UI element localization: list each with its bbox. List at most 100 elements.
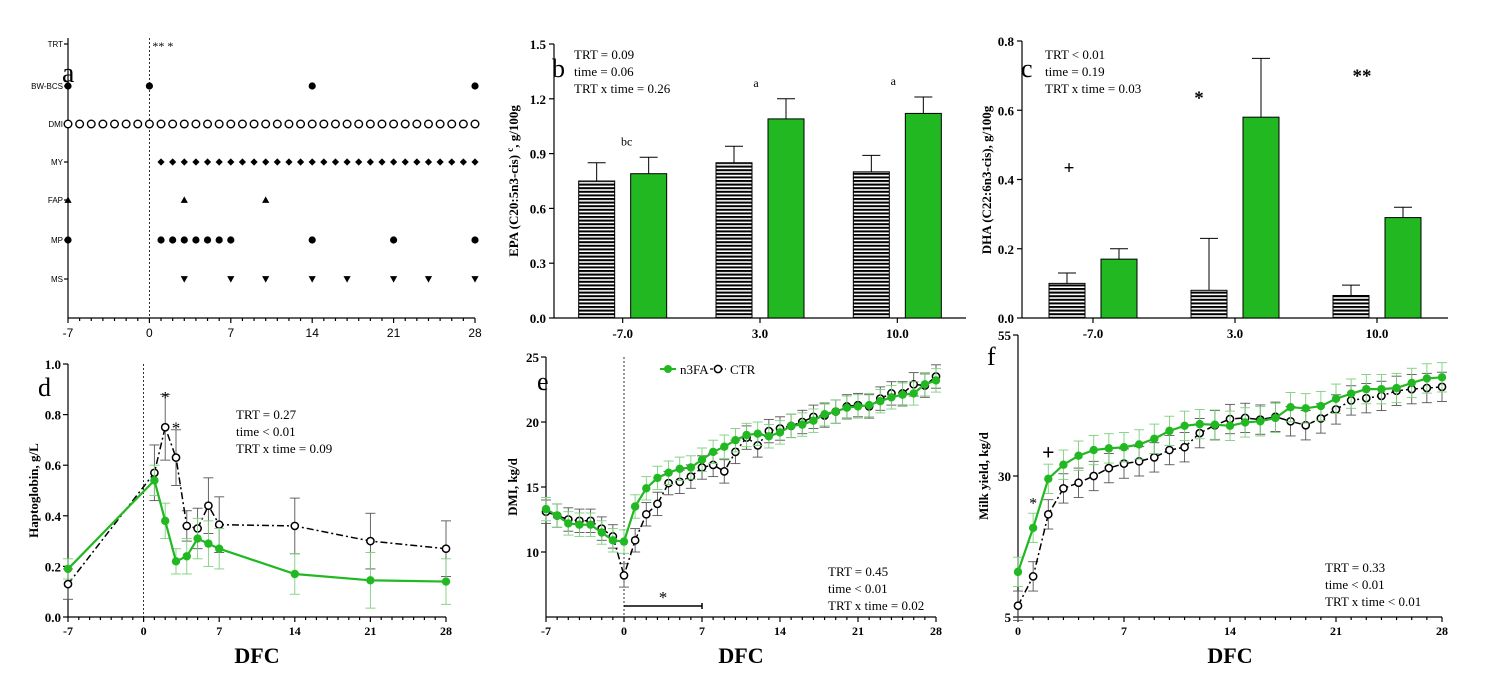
y-tick-label: 0.0: [998, 311, 1014, 326]
schedule-point-my: [238, 158, 247, 166]
panel-e-dmi-line-chart: 10 15 20 25 -7 0 7 14 21 28 DFC DMI, kg/d e TRT = 0.4…: [505, 350, 942, 668]
data-point-n3fa: [1134, 440, 1144, 449]
data-point-ctr: [214, 520, 224, 530]
data-point-ctr: [1043, 510, 1053, 519]
x-tick-label: -7: [63, 326, 74, 340]
bar-n3fa: [767, 118, 805, 319]
x-tick-label: 14: [306, 326, 320, 340]
schedule-point-bw-bcs: [308, 82, 316, 90]
schedule-point-bw-bcs: [145, 82, 153, 90]
data-point-n3fa: [1013, 567, 1023, 577]
x-tick-label: -7: [541, 624, 551, 638]
data-point-ctr: [1089, 471, 1099, 481]
data-point-n3fa: [586, 520, 595, 529]
bar-n3fa: [1242, 116, 1280, 319]
data-point-n3fa: [1392, 383, 1401, 393]
schedule-point-my: [471, 158, 479, 166]
schedule-point-dmi: [237, 119, 247, 129]
data-point-ctr: [1104, 463, 1114, 473]
data-point-ctr: [630, 535, 640, 545]
row-label-bw-bcs: BW-BCS: [31, 82, 63, 91]
panel-letter: c: [1021, 54, 1033, 83]
schedule-point-my: [424, 158, 433, 166]
bar-ctr: [1332, 294, 1370, 319]
x-tick-label: -7.0: [1083, 326, 1104, 341]
y-axis-label: EPA (C20:5n3-cis) c, g/100g: [505, 105, 521, 257]
x-axis-label: DFC: [718, 643, 763, 668]
x-tick-label: 21: [1330, 624, 1342, 638]
data-point-ctr: [1180, 442, 1189, 452]
x-tick-label: 28: [440, 624, 452, 638]
x-tick-label: 21: [387, 326, 401, 340]
stats-line: TRT x time < 0.01: [1325, 594, 1421, 609]
x-tick-label: 21: [852, 624, 864, 638]
schedule-point-ms: [308, 276, 316, 283]
data-point-n3fa: [675, 464, 684, 473]
bar-ctr: [852, 171, 890, 319]
schedule-point-my: [378, 158, 386, 166]
data-point-n3fa: [1286, 402, 1295, 412]
row-label-trt: TRT: [48, 40, 64, 49]
data-point-ctr: [204, 501, 213, 511]
schedule-point-dmi: [191, 119, 201, 129]
data-point-n3fa: [1331, 394, 1341, 403]
data-point-n3fa: [1316, 401, 1326, 411]
data-point-n3fa: [798, 420, 807, 429]
schedule-point-dmi: [226, 119, 236, 129]
stats-line: time = 0.19: [1045, 64, 1105, 79]
data-point-n3fa: [1165, 426, 1174, 436]
schedule-point-mp: [64, 236, 72, 244]
row-label-dmi: DMI: [48, 120, 63, 129]
data-point-n3fa: [1059, 460, 1068, 469]
bar-n3fa: [904, 112, 942, 319]
schedule-point-mp: [180, 236, 188, 244]
data-point-n3fa: [1210, 420, 1220, 429]
x-tick-label: 7: [699, 624, 705, 638]
data-point-n3fa: [653, 473, 662, 483]
row-label-fap: FAP: [48, 196, 63, 205]
schedule-point-my: [285, 158, 293, 166]
schedule-point-my: [308, 158, 316, 166]
stats-line: TRT x time = 0.02: [828, 598, 924, 613]
x-tick-label: 0: [141, 624, 147, 638]
data-point-n3fa: [1225, 421, 1235, 431]
y-tick-label: 0.8: [998, 34, 1015, 49]
schedule-point-ms: [471, 276, 479, 283]
data-point-n3fa: [909, 389, 918, 398]
data-point-ctr: [171, 453, 181, 462]
data-point-n3fa: [1089, 445, 1098, 455]
schedule-point-dmi: [458, 119, 468, 129]
schedule-point-bw-bcs: [64, 82, 72, 90]
y-tick-label: 25: [526, 350, 540, 365]
x-tick-label: 10.0: [1366, 326, 1389, 341]
bar-n3fa: [1384, 217, 1422, 319]
schedule-point-mp: [471, 236, 479, 244]
schedule-point-my: [215, 158, 223, 166]
row-label-ms: MS: [51, 275, 63, 284]
schedule-point-mp: [192, 236, 200, 244]
data-point-n3fa: [708, 447, 718, 457]
data-point-n3fa: [842, 403, 852, 412]
data-point-n3fa: [1422, 374, 1432, 383]
schedule-point-dmi: [144, 119, 154, 129]
data-point-n3fa: [215, 544, 224, 553]
panel-f-milk-yield-line-chart: 5 30 55 0 7 14 21 28 DFC Milk yield, kg/d f TRT = 0…: [976, 328, 1448, 668]
y-tick-label: 0.2: [45, 559, 61, 574]
schedule-point-dmi: [400, 119, 410, 129]
data-point-n3fa: [820, 410, 829, 419]
y-axis-label-main: EPA (C20:5n3-cis): [506, 152, 521, 257]
panel-letter: e: [537, 367, 549, 396]
schedule-point-dmi: [435, 119, 445, 129]
data-point-ctr: [719, 467, 729, 476]
schedule-point-dmi: [354, 119, 364, 129]
data-point-n3fa: [1437, 373, 1447, 382]
schedule-point-dmi: [98, 119, 108, 129]
significance-mark: *: [172, 418, 181, 437]
series-line-ctr: [1017, 386, 1443, 607]
data-point-n3fa: [182, 552, 191, 561]
schedule-point-dmi: [296, 119, 306, 129]
schedule-point-my: [262, 158, 270, 166]
data-point-n3fa: [1180, 421, 1189, 431]
data-point-ctr: [441, 544, 451, 554]
data-point-n3fa: [63, 564, 73, 574]
